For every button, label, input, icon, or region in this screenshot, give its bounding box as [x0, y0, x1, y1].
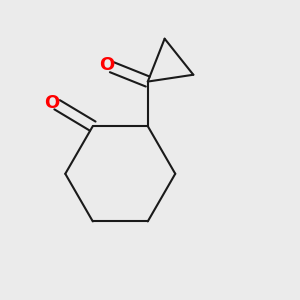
- Text: O: O: [99, 56, 114, 74]
- Text: O: O: [44, 94, 59, 112]
